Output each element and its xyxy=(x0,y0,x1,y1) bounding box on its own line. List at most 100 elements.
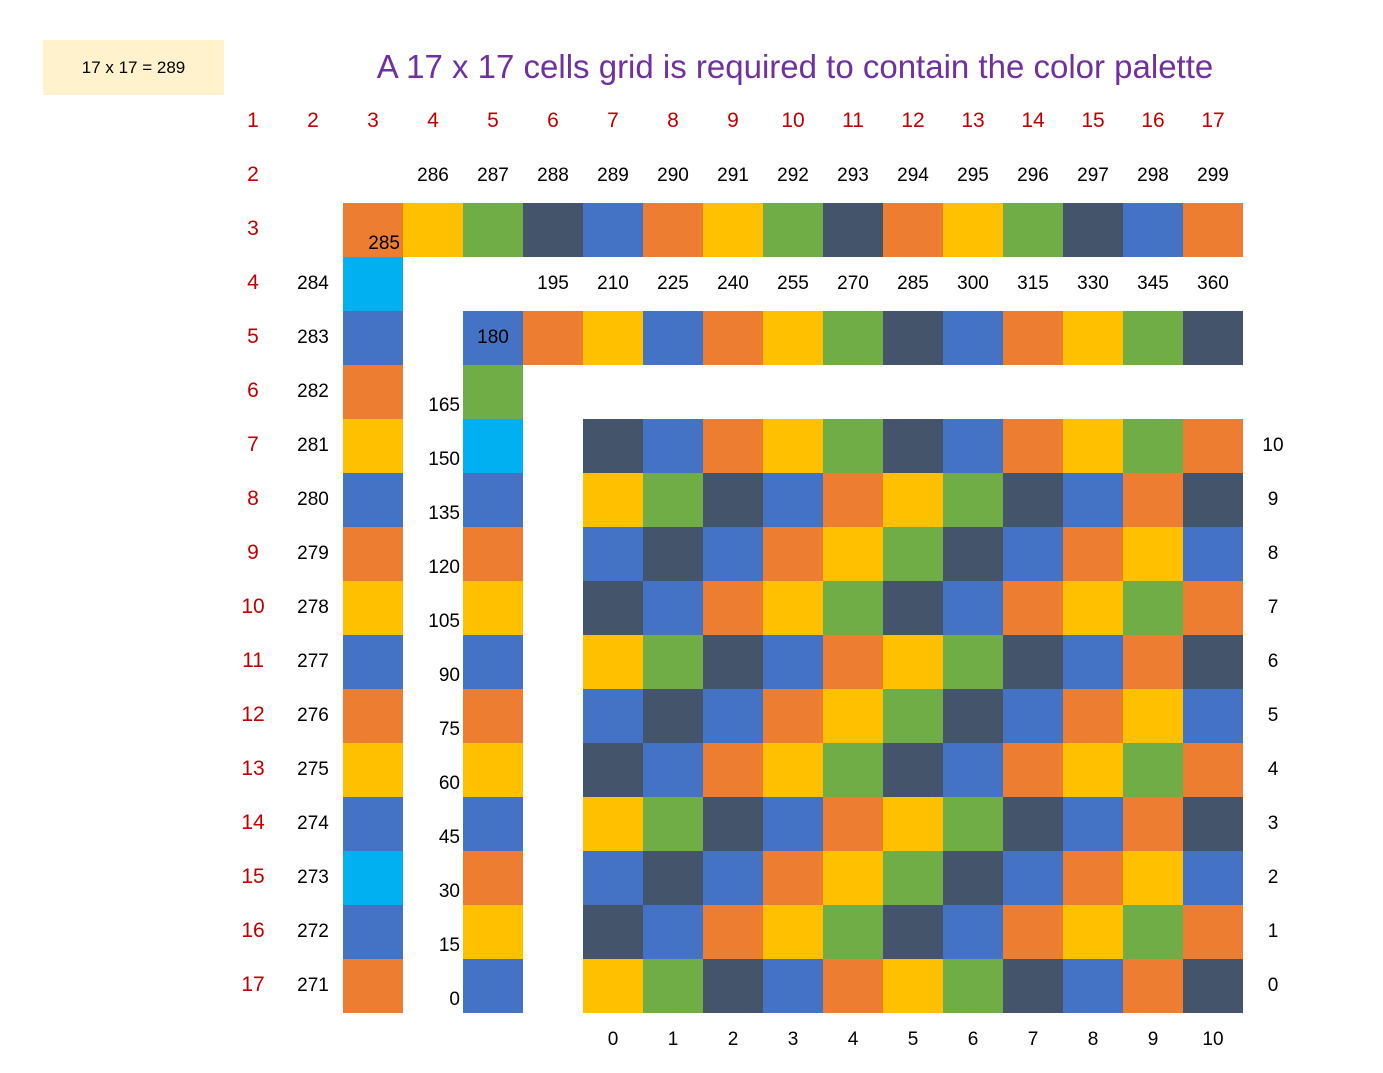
palette-cell xyxy=(883,635,943,689)
palette-cell xyxy=(643,635,703,689)
palette-cell xyxy=(703,689,763,743)
palette-cell xyxy=(1123,419,1183,473)
palette-cell xyxy=(1183,851,1243,905)
palette-cell xyxy=(823,797,883,851)
outer-left-number: 274 xyxy=(297,813,329,834)
row-header: 8 xyxy=(247,487,259,510)
outer-top-number: 287 xyxy=(477,165,509,186)
outer-left-number: 280 xyxy=(297,489,329,510)
palette-cell xyxy=(1063,581,1123,635)
palette-cell xyxy=(1123,473,1183,527)
inner-top-number: 240 xyxy=(717,273,749,294)
page-title: A 17 x 17 cells grid is required to cont… xyxy=(376,48,1214,85)
inner-ring-cell xyxy=(763,311,823,365)
outer-ring-cell xyxy=(823,203,883,257)
palette-cell xyxy=(763,959,823,1013)
main-y-label: 3 xyxy=(1267,813,1279,834)
main-x-label: 1 xyxy=(667,1029,679,1050)
outer-left-number: 281 xyxy=(297,435,329,456)
column-header: 14 xyxy=(1021,109,1045,132)
inner-ring-cell xyxy=(463,797,523,851)
palette-cell xyxy=(763,635,823,689)
palette-cell xyxy=(823,527,883,581)
palette-cell xyxy=(763,743,823,797)
palette-cell xyxy=(583,473,643,527)
main-y-label: 4 xyxy=(1267,759,1279,780)
outer-ring-cell xyxy=(343,203,403,257)
inner-ring-cell xyxy=(463,527,523,581)
inner-top-number: 330 xyxy=(1077,273,1109,294)
outer-left-number: 276 xyxy=(297,705,329,726)
palette-cell xyxy=(583,419,643,473)
palette-cell xyxy=(1003,905,1063,959)
main-x-label: 0 xyxy=(607,1029,619,1050)
outer-top-number: 292 xyxy=(777,165,809,186)
palette-cell xyxy=(823,959,883,1013)
palette-cell xyxy=(1063,905,1123,959)
row-header: 12 xyxy=(241,703,265,726)
outer-ring-cell xyxy=(1183,203,1243,257)
palette-cell xyxy=(643,581,703,635)
outer-top-number: 286 xyxy=(417,165,449,186)
palette-cell xyxy=(823,581,883,635)
palette-cell xyxy=(1063,959,1123,1013)
inner-top-number: 225 xyxy=(657,273,689,294)
inner-ring-cell xyxy=(463,365,523,419)
outer-top-number: 299 xyxy=(1197,165,1229,186)
palette-cell xyxy=(643,851,703,905)
palette-cell xyxy=(943,527,1003,581)
palette-cell xyxy=(1063,419,1123,473)
palette-cell xyxy=(883,419,943,473)
palette-cell xyxy=(583,743,643,797)
outer-ring-cell xyxy=(343,581,403,635)
palette-cell xyxy=(1183,797,1243,851)
palette-cell xyxy=(703,851,763,905)
row-header: 5 xyxy=(247,325,259,348)
palette-cell xyxy=(1063,797,1123,851)
palette-cell xyxy=(643,959,703,1013)
outer-ring-cell xyxy=(1003,203,1063,257)
outer-left-number: 282 xyxy=(297,381,329,402)
palette-cell xyxy=(943,473,1003,527)
inner-top-number: 210 xyxy=(597,273,629,294)
outer-left-number: 283 xyxy=(297,327,329,348)
column-header: 12 xyxy=(901,109,925,132)
inner-left-number: 15 xyxy=(438,935,460,956)
outer-top-number: 297 xyxy=(1077,165,1109,186)
outer-start-number: 285 xyxy=(368,233,400,254)
palette-cell xyxy=(643,527,703,581)
palette-cell xyxy=(883,743,943,797)
palette-cell xyxy=(1003,689,1063,743)
inner-ring-cell xyxy=(1003,311,1063,365)
inner-left-number: 165 xyxy=(428,395,460,416)
palette-cell xyxy=(1183,689,1243,743)
palette-cell xyxy=(703,959,763,1013)
column-header: 2 xyxy=(307,109,319,132)
palette-cell xyxy=(1063,527,1123,581)
column-header: 1 xyxy=(247,109,259,132)
outer-left-number: 272 xyxy=(297,921,329,942)
palette-cell xyxy=(1063,635,1123,689)
palette-cell xyxy=(643,743,703,797)
palette-cell xyxy=(943,419,1003,473)
outer-ring-cell xyxy=(343,419,403,473)
row-header: 4 xyxy=(247,271,259,294)
palette-cell xyxy=(1123,797,1183,851)
column-header: 4 xyxy=(427,109,439,132)
row-header: 16 xyxy=(241,919,265,942)
main-y-label: 1 xyxy=(1267,921,1279,942)
grid-size-text: 17 x 17 = 289 xyxy=(81,57,186,77)
palette-cell xyxy=(643,797,703,851)
outer-ring-cell xyxy=(883,203,943,257)
outer-ring-cell xyxy=(643,203,703,257)
palette-cell xyxy=(1063,473,1123,527)
row-header: 7 xyxy=(247,433,259,456)
main-x-label: 10 xyxy=(1202,1029,1224,1050)
palette-cell xyxy=(883,959,943,1013)
inner-ring-cell xyxy=(463,419,523,473)
palette-cell xyxy=(883,527,943,581)
palette-cell xyxy=(1183,473,1243,527)
column-header: 7 xyxy=(607,109,619,132)
inner-top-number: 315 xyxy=(1017,273,1049,294)
